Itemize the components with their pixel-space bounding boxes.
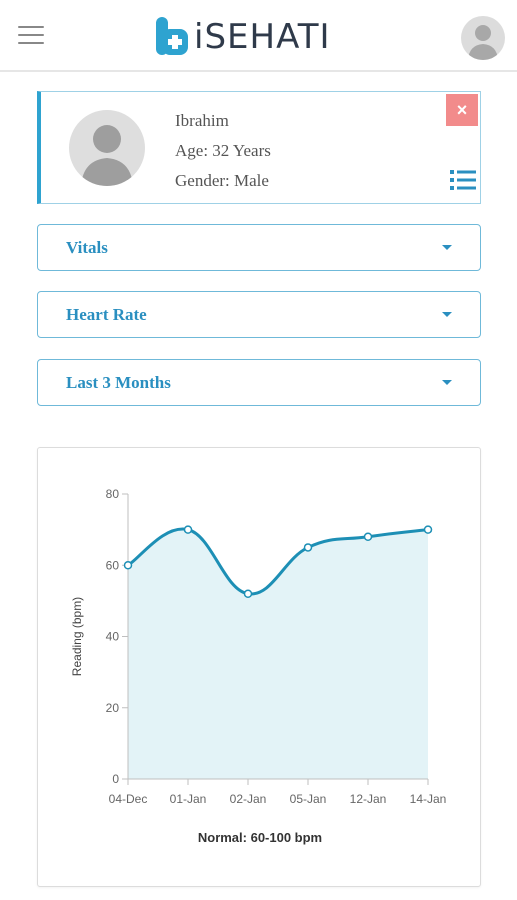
x-tick-label: 01-Jan [170,792,207,806]
chevron-down-icon [442,245,452,250]
data-point [303,543,313,552]
app-name: iSEHATI [194,17,331,57]
data-point [243,589,253,598]
user-avatar-icon[interactable] [461,16,505,60]
x-tick-label: 04-Dec [109,792,148,806]
chart-footer-note: Normal: 60-100 bpm [197,830,323,845]
heart-rate-chart-card: 0 20 40 60 80 04-Dec 01-Jan 02-Jan 05-Jan 12-Jan 1… [37,447,481,887]
series-area [128,528,428,779]
data-point [423,525,433,534]
app-header: iSEHATI [0,0,517,72]
list-icon[interactable] [450,169,476,191]
range-dropdown-label: Last 3 Months [66,373,171,392]
x-tick-label: 02-Jan [230,792,267,806]
x-tick-label: 12-Jan [350,792,387,806]
range-dropdown[interactable]: Last 3 Months [37,359,481,406]
data-point [123,561,133,570]
y-tick-label: 0 [112,772,119,786]
patient-avatar-icon [69,110,145,186]
data-point [183,525,193,534]
close-button[interactable]: × [446,94,478,126]
patient-profile-card: Ibrahim Age: 32 Years Gender: Male × [37,91,481,204]
category-dropdown-label: Vitals [66,238,108,257]
y-axis-label: Reading (bpm) [70,597,84,676]
y-tick-label: 20 [106,701,120,715]
patient-name: Ibrahim [175,111,229,130]
chevron-down-icon [442,380,452,385]
logo-mark-icon [156,17,188,55]
metric-dropdown-label: Heart Rate [66,305,147,324]
heart-rate-chart: 0 20 40 60 80 04-Dec 01-Jan 02-Jan 05-Jan 12-Jan 1… [70,487,447,806]
metric-dropdown[interactable]: Heart Rate [37,291,481,338]
chevron-down-icon [442,312,452,317]
y-tick-label: 40 [106,630,120,644]
data-point [363,532,373,541]
y-tick-label: 80 [106,487,120,501]
x-tick-label: 14-Jan [410,792,447,806]
patient-gender: Gender: Male [175,171,269,190]
category-dropdown[interactable]: Vitals [37,224,481,271]
patient-age: Age: 32 Years [175,141,271,160]
hamburger-menu-icon[interactable] [18,26,44,48]
patient-info: Ibrahim Age: 32 Years Gender: Male [175,106,271,196]
app-logo: iSEHATI [152,12,331,62]
x-tick-label: 05-Jan [290,792,327,806]
y-tick-label: 60 [106,558,120,572]
